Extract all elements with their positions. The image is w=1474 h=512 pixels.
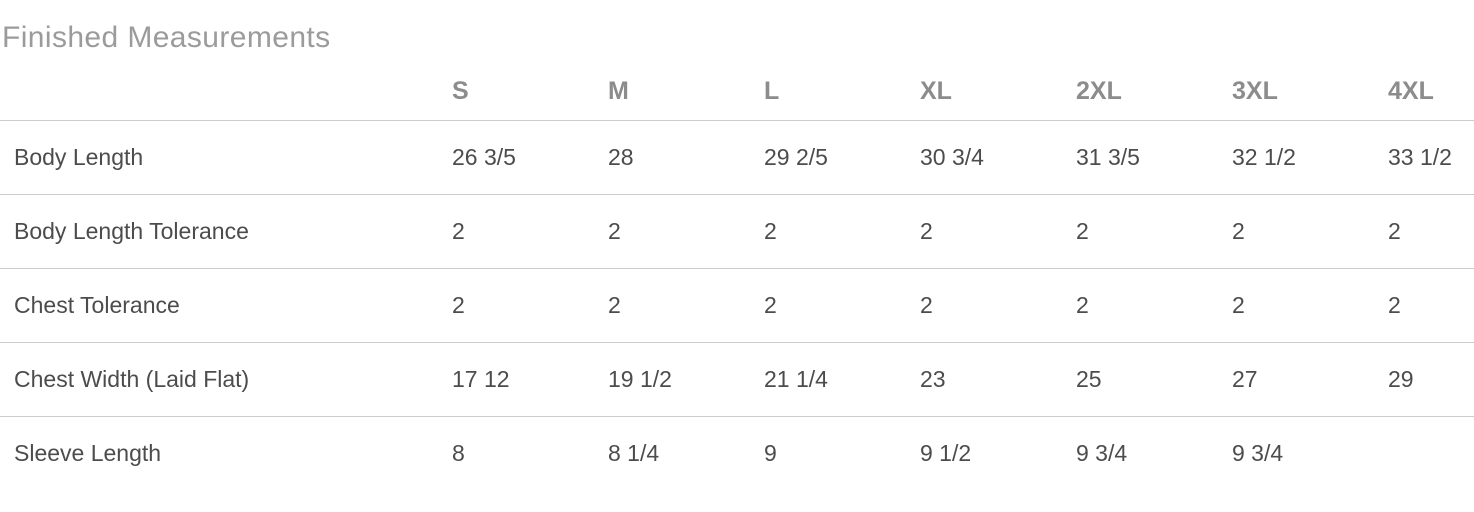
measurement-cell: 19 1/2 xyxy=(608,342,764,417)
measurement-cell: 9 xyxy=(764,440,777,467)
row-label: Body Length Tolerance xyxy=(0,194,452,269)
measurement-cell: 29 2/5 xyxy=(764,120,920,195)
measurement-cell: 32 1/2 xyxy=(1232,120,1388,195)
size-column-header-4xl: 4XL xyxy=(1388,55,1474,121)
measurement-cell: 2 xyxy=(608,194,764,269)
measurement-cell: 2 xyxy=(608,268,764,343)
table-row-chest-width-laid-flat: Chest Width (Laid Flat) 17 12 19 1/2 21 … xyxy=(0,342,1474,417)
measurement-cell: 9 1/2 xyxy=(920,440,972,467)
measurement-cell: 30 3/4 xyxy=(920,120,1076,195)
size-column-header-xl: XL xyxy=(920,55,1076,121)
measurement-cell: 17 12 xyxy=(452,342,608,417)
measurement-cell: 25 xyxy=(1076,342,1232,417)
measurement-cell: 2 xyxy=(920,268,1076,343)
measurement-cell: 2 xyxy=(1232,194,1388,269)
measurement-cell: 23 xyxy=(920,342,1076,417)
measurement-cell: 2 xyxy=(1076,194,1232,269)
size-column-header-s: S xyxy=(452,55,608,121)
size-column-header-2xl: 2XL xyxy=(1076,55,1232,121)
size-header-row: S M L XL 2XL 3XL 4XL xyxy=(0,55,1474,121)
table-row-body-length-tolerance: Body Length Tolerance 2 2 2 2 2 2 2 xyxy=(0,194,1474,269)
table-row-chest-tolerance: Chest Tolerance 2 2 2 2 2 2 2 xyxy=(0,268,1474,343)
row-label: Chest Tolerance xyxy=(0,268,452,343)
finished-measurements-section: Finished Measurements S M L XL 2XL 3XL 4… xyxy=(0,20,1474,491)
measurement-cell: 2 xyxy=(1076,268,1232,343)
measurement-cell: 8 xyxy=(452,440,465,467)
measurement-cell: 33 1/2 xyxy=(1388,120,1474,195)
measurement-cell: 9 3/4 xyxy=(1232,440,1284,467)
measurement-cell: 21 1/4 xyxy=(764,342,920,417)
measurement-cell: 26 3/5 xyxy=(452,120,608,195)
measurement-cell: 2 xyxy=(1388,268,1474,343)
row-label-header-spacer xyxy=(0,55,452,121)
measurement-cell: 8 1/4 xyxy=(608,440,660,467)
measurement-cell: 29 xyxy=(1388,342,1474,417)
measurement-cell: 2 xyxy=(1232,268,1388,343)
measurement-cell: 27 xyxy=(1232,342,1388,417)
size-column-header-3xl: 3XL xyxy=(1232,55,1388,121)
measurement-cell: 2 xyxy=(764,194,920,269)
row-label: Chest Width (Laid Flat) xyxy=(0,342,452,417)
measurement-cell: 9 3/4 xyxy=(1076,440,1128,467)
measurement-cell: 2 xyxy=(452,268,608,343)
measurement-cell: 2 xyxy=(920,194,1076,269)
table-row-sleeve-length: Sleeve Length 8 8 1/4 9 9 1/2 9 3/4 9 3/… xyxy=(0,417,1474,491)
measurement-cell xyxy=(1388,417,1474,491)
row-label: Body Length xyxy=(0,120,452,195)
table-row-body-length: Body Length 26 3/5 28 29 2/5 30 3/4 31 3… xyxy=(0,120,1474,195)
measurement-cell: 31 3/5 xyxy=(1076,120,1232,195)
page-title: Finished Measurements xyxy=(2,21,331,54)
measurement-cell: 2 xyxy=(1388,194,1474,269)
size-column-header-l: L xyxy=(764,55,920,121)
row-label: Sleeve Length xyxy=(14,440,162,467)
size-column-header-m: M xyxy=(608,55,764,121)
measurement-cell: 28 xyxy=(608,120,764,195)
measurement-cell: 2 xyxy=(764,268,920,343)
measurements-table: S M L XL 2XL 3XL 4XL Body Length 26 3/5 … xyxy=(0,55,1474,491)
measurement-cell: 2 xyxy=(452,194,608,269)
